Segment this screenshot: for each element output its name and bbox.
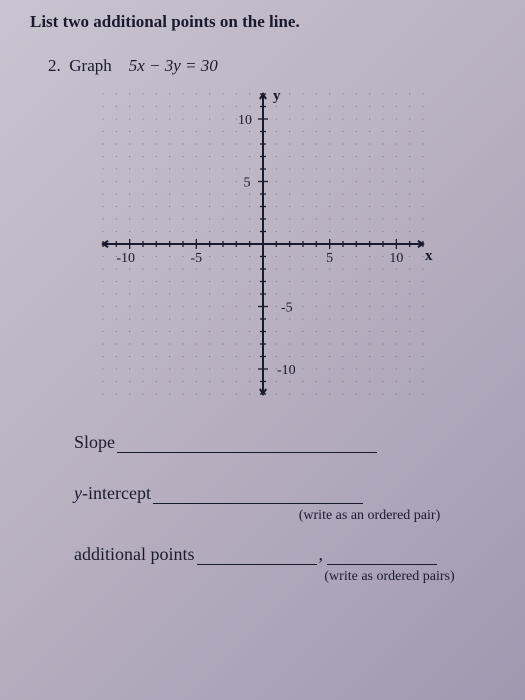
coordinate-graph: -10 -5 5 10 10 5 -5 -10 x y: [93, 84, 433, 404]
svg-text:y: y: [273, 88, 281, 104]
svg-text:5: 5: [243, 176, 250, 191]
svg-text:-5: -5: [281, 301, 293, 316]
additional-hint: (write as ordered pairs): [274, 569, 505, 585]
yintercept-row: y-intercept: [74, 483, 505, 504]
additional-row: additional points ,: [74, 544, 505, 565]
svg-text:-10: -10: [277, 363, 296, 378]
svg-text:-10: -10: [116, 251, 135, 266]
graph-container: -10 -5 5 10 10 5 -5 -10 x y: [20, 84, 505, 404]
problem-label: Graph: [69, 56, 111, 75]
yintercept-hint: (write as an ordered pair): [234, 508, 505, 524]
yintercept-blank[interactable]: [153, 485, 363, 504]
svg-text:-5: -5: [190, 251, 202, 266]
page-header: List two additional points on the line.: [30, 12, 505, 32]
yintercept-label: -intercept: [82, 483, 151, 504]
slope-row: Slope: [74, 432, 505, 453]
problem-equation: 5x − 3y = 30: [129, 56, 218, 75]
svg-text:10: 10: [238, 113, 252, 128]
yintercept-label-y: y: [74, 483, 82, 504]
additional-blank-2[interactable]: [327, 546, 437, 565]
svg-text:10: 10: [389, 251, 403, 266]
answer-section: Slope y-intercept (write as an ordered p…: [74, 432, 505, 585]
problem-statement: 2. Graph 5x − 3y = 30: [48, 56, 505, 76]
slope-label: Slope: [74, 432, 115, 453]
additional-blank-1[interactable]: [197, 546, 317, 565]
additional-label: additional points: [74, 544, 195, 565]
comma-sep: ,: [317, 544, 326, 565]
svg-text:5: 5: [326, 251, 333, 266]
svg-text:x: x: [425, 248, 433, 264]
slope-blank[interactable]: [117, 434, 377, 453]
problem-number: 2.: [48, 56, 61, 75]
